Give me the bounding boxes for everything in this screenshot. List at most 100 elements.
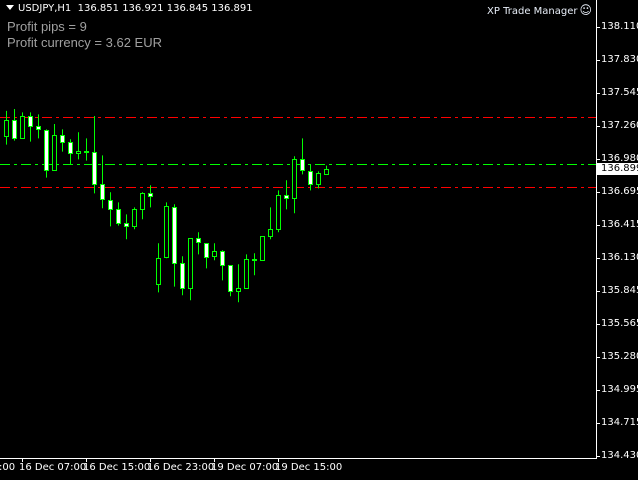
bear-candle-body xyxy=(116,209,121,224)
candle xyxy=(276,190,281,233)
bull-candle-body xyxy=(268,229,273,237)
candle xyxy=(36,114,41,139)
bull-candle-body xyxy=(276,195,281,230)
bull-candle-body xyxy=(164,206,169,258)
bear-candle-body xyxy=(180,263,185,289)
candle xyxy=(116,202,121,226)
bear-candle-body xyxy=(44,130,49,171)
candle xyxy=(212,243,217,261)
bull-candle-body xyxy=(188,238,193,289)
bear-candle-body xyxy=(284,195,289,199)
bull-candle-body xyxy=(292,159,297,199)
bull-candle-body xyxy=(260,236,265,261)
candle xyxy=(268,207,273,240)
bull-candle-body xyxy=(316,173,321,185)
candle xyxy=(108,192,113,227)
price-label: 134.995 xyxy=(601,384,638,396)
candle xyxy=(20,112,25,139)
candle xyxy=(316,171,321,189)
candle xyxy=(204,243,209,269)
bear-candle-body xyxy=(92,152,97,185)
bear-candle-body xyxy=(204,243,209,258)
bear-candle-body xyxy=(300,159,305,171)
bull-candle-body xyxy=(140,193,145,210)
candle xyxy=(188,238,193,301)
price-label: 135.280 xyxy=(601,350,638,362)
candle xyxy=(252,253,257,276)
time-label: 16 Dec 23:00 xyxy=(147,462,215,473)
candle xyxy=(292,156,297,214)
price-label: 134.715 xyxy=(601,416,638,428)
candle xyxy=(84,138,89,161)
candle xyxy=(60,129,65,152)
bull-candle-body xyxy=(132,209,137,227)
bull-candle-body xyxy=(324,169,329,175)
smiley-icon: ☺ xyxy=(579,3,592,17)
time-label: 19 Dec 15:00 xyxy=(275,462,343,473)
bear-candle-body xyxy=(68,142,73,154)
candle xyxy=(68,139,73,165)
bull-candle-body xyxy=(236,288,241,292)
candle xyxy=(76,132,81,160)
candle xyxy=(28,112,33,142)
bear-candle-body xyxy=(108,200,113,210)
triangle-down-icon[interactable] xyxy=(6,5,14,10)
price-label: 137.260 xyxy=(601,120,638,132)
candle xyxy=(164,202,169,259)
price-label: 136.415 xyxy=(601,218,638,230)
price-label: 136.130 xyxy=(601,251,638,263)
bid-price-label: 136.899 xyxy=(597,163,638,175)
bear-candle-body xyxy=(220,251,225,266)
bear-candle-body xyxy=(252,259,257,261)
bull-candle-body xyxy=(52,135,57,171)
candle xyxy=(12,108,17,141)
candle xyxy=(100,155,105,209)
time-label: 16 Dec 15:00 xyxy=(83,462,151,473)
candle xyxy=(148,185,153,208)
candle xyxy=(140,192,145,220)
candle xyxy=(44,129,49,178)
candle xyxy=(260,236,265,261)
bear-candle-body xyxy=(196,238,201,243)
price-label: 135.845 xyxy=(601,285,638,297)
candle xyxy=(124,214,129,240)
bull-candle-body xyxy=(20,116,25,139)
indicator-label[interactable]: XP Trade Manager ☺ xyxy=(487,3,592,17)
price-label: 136.695 xyxy=(601,185,638,197)
time-label: :00 xyxy=(0,462,16,473)
bear-candle-body xyxy=(228,265,233,292)
candle xyxy=(52,123,57,171)
bear-candle-body xyxy=(100,184,105,200)
candle xyxy=(324,165,329,175)
price-label: 134.430 xyxy=(601,450,638,461)
candle xyxy=(300,138,305,175)
bull-candle-body xyxy=(156,258,161,285)
bear-candle-body xyxy=(84,151,89,153)
chart-header: USDJPY,H1 136.851 136.921 136.845 136.89… xyxy=(6,3,253,14)
ohlc-readout: 136.851 136.921 136.845 136.891 xyxy=(77,3,253,14)
bear-candle-body xyxy=(172,207,177,264)
candle xyxy=(132,207,137,230)
candle xyxy=(244,254,249,289)
bear-candle-body xyxy=(148,193,153,197)
time-label: 16 Dec 07:00 xyxy=(19,462,87,473)
candle xyxy=(284,180,289,210)
time-label: 19 Dec 07:00 xyxy=(211,462,279,473)
price-label: 138.110 xyxy=(601,21,638,32)
bear-candle-body xyxy=(60,135,65,143)
candle xyxy=(180,256,185,296)
candle xyxy=(228,265,233,297)
profit-currency: Profit currency = 3.62 EUR xyxy=(7,35,162,50)
candle xyxy=(4,110,9,145)
bear-candle-body xyxy=(124,223,129,227)
bear-candle-body xyxy=(308,171,313,185)
bear-candle-body xyxy=(36,126,41,130)
price-label: 135.565 xyxy=(601,317,638,329)
price-label: 137.830 xyxy=(601,53,638,65)
candle xyxy=(156,243,161,293)
bear-candle-body xyxy=(12,120,17,139)
candle xyxy=(220,250,225,281)
candle xyxy=(196,232,201,255)
bull-candle-body xyxy=(4,120,9,137)
